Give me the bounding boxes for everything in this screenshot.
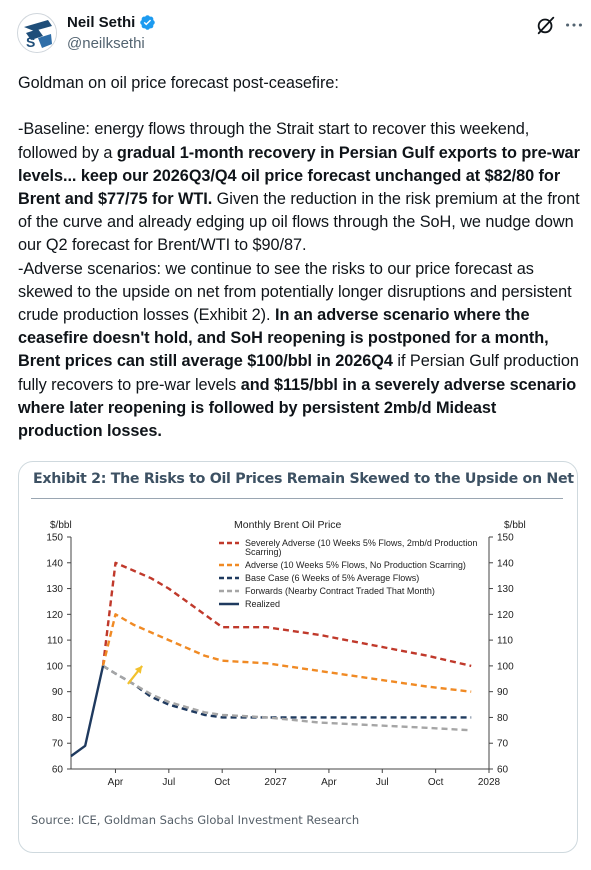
y-tick-label-right: 120: [497, 610, 514, 621]
more-icon[interactable]: [563, 14, 585, 36]
y-tick-label-left: 140: [46, 558, 63, 569]
series-line-1: [101, 613, 472, 693]
tweet-adverse-paragraph: -Adverse scenarios: we continue to see t…: [18, 258, 580, 444]
adverse-bold-1: In an adverse scenario where the ceasefi…: [18, 306, 549, 371]
baseline-text-2: Given the reduction in the risk premium …: [18, 190, 580, 255]
y-tick-label-left: 120: [46, 610, 63, 621]
svg-text:S: S: [26, 34, 35, 50]
author-handle[interactable]: @neilksethi: [67, 35, 145, 52]
series-line-3: [102, 664, 472, 732]
y-tick-label-left: 150: [46, 533, 63, 544]
author-avatar[interactable]: S: [17, 13, 57, 53]
y-tick-label-left: 70: [52, 739, 64, 750]
legend-label-0: Scarring): [245, 547, 282, 557]
series-line-0: [101, 561, 472, 668]
verified-badge-icon: [140, 15, 156, 30]
y-tick-label-right: 70: [497, 739, 509, 750]
y-tick-label-right: 80: [497, 713, 509, 724]
tweet-baseline-paragraph: -Baseline: energy flows through the Stra…: [18, 118, 580, 257]
exhibit-title-rule: [31, 498, 563, 499]
legend-label-4: Realized: [245, 599, 280, 609]
baseline-bold: gradual 1-month recovery in Persian Gulf…: [18, 143, 580, 208]
y-tick-label-right: 100: [497, 661, 514, 672]
x-tick-label: 2027: [264, 777, 287, 788]
brent-price-chart: Monthly Brent Oil Price $/bbl $/bbl 60 60 70 7…: [46, 519, 526, 788]
exhibit-title: Exhibit 2: The Risks to Oil Prices Remai…: [33, 471, 574, 487]
x-tick-label: Apr: [108, 777, 124, 788]
y-tick-label-right: 150: [497, 533, 514, 544]
y-tick-label-right: 130: [497, 584, 514, 595]
y-axis-label-right: $/bbl: [504, 520, 526, 531]
tweet-intro: Goldman on oil price forecast post-cease…: [18, 74, 339, 92]
legend-label-0: Severely Adverse (10 Weeks 5% Flows, 2mb…: [245, 538, 477, 548]
y-tick-label-left: 80: [52, 713, 64, 724]
tweet-text: Goldman on oil price forecast post-cease…: [18, 72, 580, 443]
legend-label-1: Adverse (10 Weeks 5% Flows, No Productio…: [245, 560, 466, 570]
x-tick-label: Apr: [321, 777, 337, 788]
y-tick-label-left: 90: [52, 687, 64, 698]
x-tick-label: Jul: [162, 777, 175, 788]
chart-source: Source: ICE, Goldman Sachs Global Invest…: [31, 813, 360, 827]
legend-label-2: Base Case (6 Weeks of 5% Average Flows): [245, 573, 419, 583]
y-tick-label-right: 60: [497, 765, 509, 776]
y-tick-label-left: 110: [47, 636, 63, 647]
baseline-text-1: -Baseline: energy flows through the Stra…: [18, 120, 530, 162]
x-tick-label: Jul: [376, 777, 389, 788]
series-line-4: [70, 665, 105, 758]
adverse-text-2: if Persian Gulf production fully recover…: [18, 352, 579, 394]
y-tick-label-left: 130: [46, 584, 63, 595]
author-name-row: Neil Sethi: [67, 14, 156, 31]
chart-title: Monthly Brent Oil Price: [234, 519, 342, 531]
grok-icon[interactable]: [535, 14, 557, 36]
arrow-annotation-head: [134, 665, 143, 674]
sa-logo-icon: S: [19, 15, 56, 52]
y-tick-label-right: 110: [497, 636, 513, 647]
x-tick-label: 2028: [478, 777, 501, 788]
y-tick-label-left: 60: [52, 765, 64, 776]
legend-label-3: Forwards (Nearby Contract Traded That Mo…: [245, 586, 435, 596]
y-axis-label-left: $/bbl: [50, 520, 72, 531]
adverse-bold-2: and $115/bbl in a severely adverse scena…: [18, 375, 577, 441]
y-tick-label-left: 100: [46, 661, 63, 672]
adverse-text-1: -Adverse scenarios: we continue to see t…: [18, 259, 572, 325]
y-tick-label-right: 90: [497, 687, 509, 698]
y-tick-label-right: 140: [497, 558, 514, 569]
author-display-name[interactable]: Neil Sethi: [67, 14, 136, 31]
x-tick-label: Oct: [428, 777, 444, 788]
tweet-media-image[interactable]: Exhibit 2: The Risks to Oil Prices Remai…: [18, 461, 578, 853]
x-tick-label: Oct: [214, 777, 230, 788]
series-line-2: [102, 664, 472, 719]
